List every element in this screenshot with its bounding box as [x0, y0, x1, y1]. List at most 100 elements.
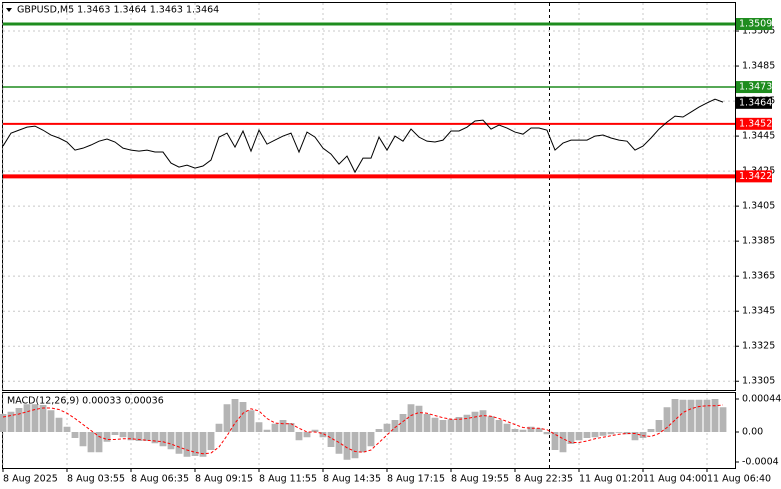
- macd-bar: [175, 432, 183, 454]
- macd-bar: [279, 420, 287, 432]
- price-line: [2, 98, 724, 174]
- macd-bar: [167, 432, 175, 450]
- price-panel: [2, 2, 736, 391]
- level-label: 1.3473: [739, 82, 772, 93]
- macd-bar: [671, 399, 679, 432]
- level-label: 1.3422: [739, 171, 772, 182]
- macd-bar: [655, 420, 663, 432]
- macd-bar: [719, 407, 727, 432]
- macd-bar: [151, 432, 159, 444]
- macd-bar: [119, 432, 127, 438]
- macd-bar: [351, 432, 359, 459]
- x-tick-label: 11 Aug 04:00: [643, 474, 707, 485]
- macd-bar: [607, 432, 615, 435]
- macd-bar: [0, 414, 7, 432]
- price-tag: [736, 96, 772, 109]
- x-tick-label: 11 Aug 06:40: [707, 474, 771, 485]
- macd-bar: [527, 426, 535, 432]
- x-tick-label: 8 Aug 22:35: [515, 474, 573, 485]
- x-tick-label: 8 Aug 11:55: [259, 474, 317, 485]
- macd-bar: [247, 410, 255, 432]
- macd-bar: [551, 432, 559, 450]
- macd-bar: [679, 399, 687, 432]
- macd-bar: [479, 410, 487, 432]
- macd-bar: [623, 432, 631, 435]
- level-tag: [736, 18, 772, 31]
- y-tick-label: 1.3305: [742, 376, 775, 387]
- macd-bar: [391, 420, 399, 432]
- macd-bar: [31, 404, 39, 432]
- macd-bar: [207, 432, 215, 450]
- macd-bar: [631, 432, 639, 441]
- macd-bar: [687, 399, 695, 432]
- macd-bar: [295, 432, 303, 441]
- macd-bar: [431, 417, 439, 432]
- macd-bar: [599, 432, 607, 436]
- signal-line: [2, 404, 724, 455]
- macd-bar: [399, 414, 407, 432]
- macd-bar: [359, 432, 367, 453]
- x-tick-label: 8 Aug 06:35: [131, 474, 189, 485]
- price-label: 1.3464: [739, 97, 772, 108]
- x-tick-label: 8 Aug 17:15: [387, 474, 445, 485]
- macd-bar: [39, 405, 47, 432]
- macd-bar: [319, 432, 327, 438]
- macd-bar: [583, 432, 591, 438]
- x-tick-label: 8 Aug 19:55: [451, 474, 509, 485]
- macd-bar: [695, 399, 703, 432]
- macd-bar: [615, 432, 623, 433]
- macd-bar: [111, 432, 119, 435]
- macd-bar: [95, 432, 103, 453]
- macd-bar: [407, 404, 415, 432]
- macd-bar: [711, 399, 719, 432]
- macd-bar: [535, 428, 543, 432]
- macd-bar: [367, 432, 375, 447]
- menu-arrow: [6, 8, 12, 12]
- macd-bar: [591, 432, 599, 438]
- macd-bar: [415, 405, 423, 432]
- macd-bar: [15, 408, 23, 432]
- macd-bar: [183, 432, 191, 457]
- macd-bar: [439, 420, 447, 432]
- macd-bar: [71, 432, 79, 438]
- indicator-title: MACD(12,26,9) 0.00033 0.00036: [7, 396, 164, 407]
- y-tick-label: 1.3405: [742, 201, 775, 212]
- macd-bar: [231, 399, 239, 432]
- macd-bar: [663, 407, 671, 432]
- level-label: 1.3509: [739, 19, 772, 30]
- macd-bar: [159, 432, 167, 447]
- macd-bar: [7, 411, 15, 432]
- macd-bar: [55, 417, 63, 432]
- y-tick-label: 1.3365: [742, 271, 775, 282]
- macd-bar: [239, 402, 247, 432]
- macd-bar: [383, 423, 391, 432]
- macd-bar: [503, 423, 511, 432]
- macd-bar: [639, 432, 647, 438]
- level-label: 1.3452: [739, 118, 772, 129]
- macd-bar: [271, 423, 279, 432]
- macd-bar: [511, 429, 519, 432]
- macd-bar: [87, 432, 95, 453]
- y-tick-label: 1.3505: [742, 26, 775, 37]
- macd-bar: [423, 414, 431, 432]
- macd-bar: [543, 432, 551, 435]
- x-tick-label: 8 Aug 09:15: [195, 474, 253, 485]
- y-tick-label: 0.00044: [742, 394, 781, 405]
- y-tick-label: 1.3485: [742, 61, 775, 72]
- macd-bar: [47, 410, 55, 432]
- y-tick-label: 1.3345: [742, 306, 775, 317]
- macd-bar: [103, 432, 111, 442]
- y-tick-label: 1.3445: [742, 131, 775, 142]
- macd-bar: [311, 429, 319, 432]
- macd-bar: [79, 432, 87, 447]
- macd-bar: [487, 416, 495, 432]
- y-tick-label: -0.0004: [742, 457, 779, 468]
- macd-bar: [463, 414, 471, 432]
- macd-bar: [263, 429, 271, 432]
- x-tick-label: 8 Aug 03:55: [67, 474, 125, 485]
- macd-bar: [63, 426, 71, 432]
- x-tick-label: 8 Aug 14:35: [323, 474, 381, 485]
- macd-bar: [127, 432, 135, 441]
- y-tick-label: 0.00: [742, 427, 763, 438]
